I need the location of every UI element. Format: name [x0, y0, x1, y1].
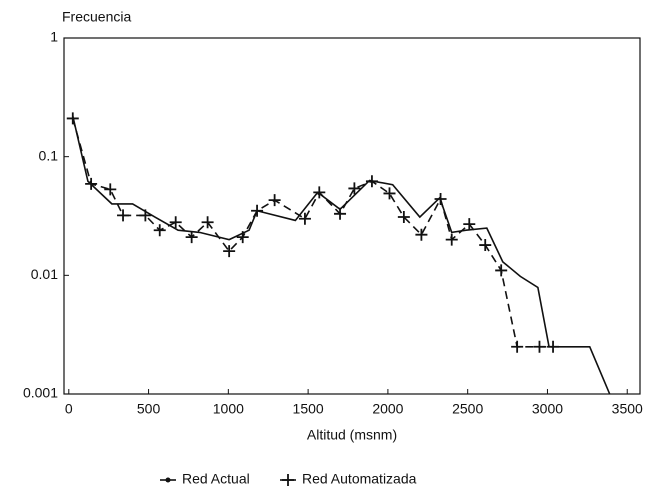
y-tick-label: 0.01: [31, 266, 58, 282]
data-point: [397, 211, 410, 224]
legend-label: Red Actual: [182, 471, 250, 487]
data-point: [185, 231, 198, 244]
x-axis-label: Altitud (msnm): [307, 427, 397, 443]
data-point: [153, 224, 166, 237]
data-point: [251, 204, 264, 217]
data-point: [268, 194, 281, 207]
data-point: [298, 212, 311, 225]
data-point: [415, 228, 428, 241]
plot-frame: [63, 37, 641, 395]
series-line: [71, 115, 611, 395]
x-tick-label: 1500: [293, 401, 324, 417]
data-point: [117, 209, 130, 222]
data-point: [66, 112, 79, 125]
series-line: [72, 118, 554, 348]
x-tick-label: 500: [137, 401, 161, 417]
data-point: [201, 216, 214, 229]
data-point: [463, 218, 476, 231]
y-tick-label: 1: [50, 29, 58, 45]
y-tick-label: 0.001: [23, 385, 58, 401]
data-point: [547, 340, 560, 353]
y-axis-label: Frecuencia: [62, 9, 131, 25]
data-point: [139, 209, 152, 222]
data-point: [533, 340, 546, 353]
data-point: [223, 245, 236, 258]
data-point: [365, 175, 378, 188]
x-tick-label: 1000: [213, 401, 244, 417]
data-point: [348, 182, 361, 195]
legend-marker: [165, 477, 171, 483]
data-point: [313, 186, 326, 199]
data-point: [445, 233, 458, 246]
data-point: [85, 177, 98, 190]
legend-marker: [282, 474, 294, 486]
x-tick-label: 3000: [532, 401, 563, 417]
x-tick-label: 2000: [372, 401, 403, 417]
x-tick-label: 0: [65, 401, 73, 417]
y-tick-label: 0.1: [39, 147, 59, 163]
data-point: [236, 231, 249, 244]
data-point: [434, 192, 447, 205]
x-tick-label: 3500: [612, 401, 643, 417]
data-point: [334, 207, 347, 220]
data-point: [479, 239, 492, 252]
data-point: [383, 187, 396, 200]
legend-label: Red Automatizada: [302, 471, 417, 487]
data-point: [104, 183, 117, 196]
x-tick-label: 2500: [452, 401, 483, 417]
data-point: [495, 264, 508, 277]
data-point: [511, 340, 524, 353]
data-point: [169, 216, 182, 229]
